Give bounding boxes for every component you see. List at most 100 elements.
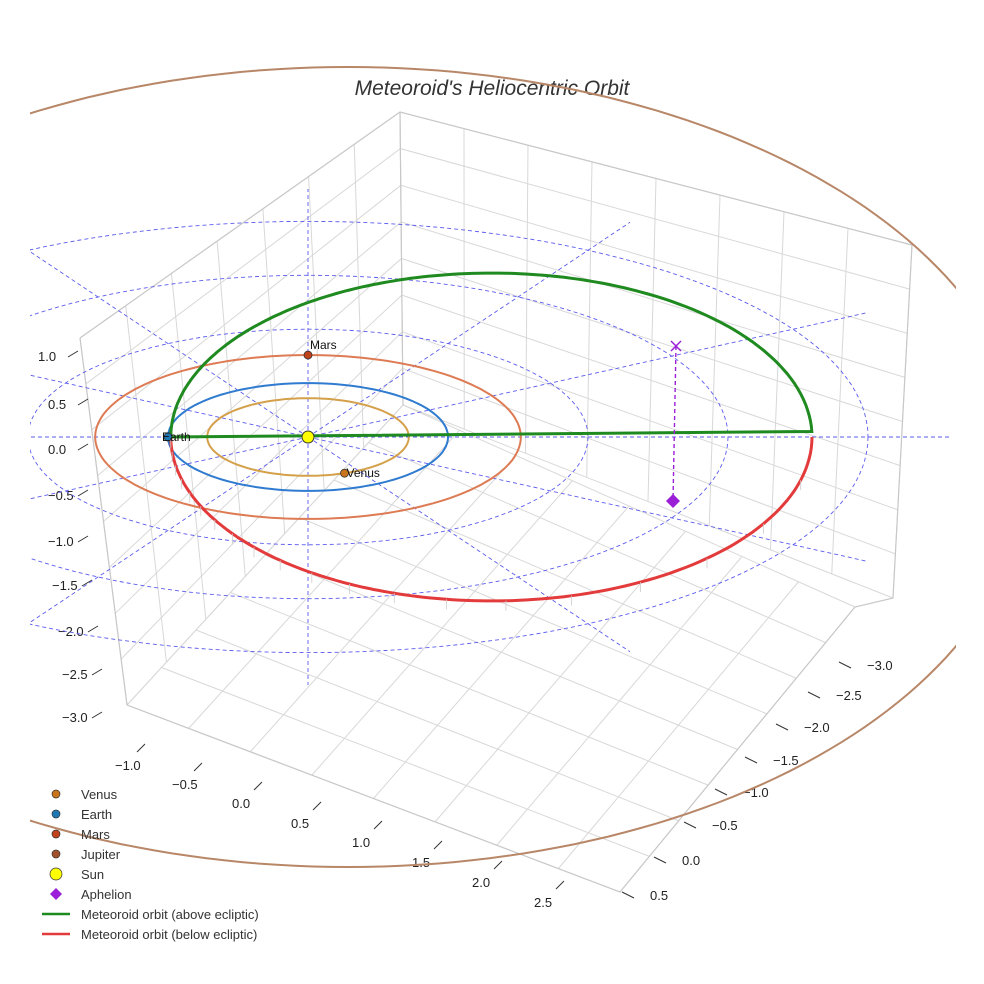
reference-spoke — [30, 251, 309, 438]
legend-label: Earth — [81, 807, 112, 822]
y-tick-mark — [744, 756, 758, 764]
aphelion-projection-marker — [670, 340, 682, 352]
y-tick-mark — [653, 856, 667, 864]
grid-line — [402, 404, 856, 608]
jupiter-orbit — [30, 65, 956, 869]
y-tick-mark — [775, 723, 789, 731]
reference-spoke — [307, 436, 866, 562]
legend-label: Venus — [81, 787, 118, 802]
z-tick-label: −3.0 — [62, 710, 88, 725]
z-tick-label: 0.0 — [48, 442, 66, 457]
legend-label: Sun — [81, 867, 104, 882]
legend-label: Meteoroid orbit (above ecliptic) — [81, 907, 259, 922]
z-tick-mark — [87, 625, 99, 633]
grid-line — [434, 530, 686, 823]
legend-label: Jupiter — [81, 847, 121, 862]
z-tick-label: 0.5 — [48, 397, 66, 412]
reference-spoke — [30, 436, 309, 500]
grid-layer — [79, 111, 913, 893]
reference-spoke — [307, 312, 866, 438]
axes-box — [399, 111, 404, 406]
x-tick-mark — [433, 840, 443, 850]
z-tick-mark — [77, 489, 89, 497]
reference-spoke — [307, 221, 631, 438]
grid-line — [496, 556, 743, 846]
z-tick-mark — [81, 579, 93, 587]
x-tick-label: 2.5 — [534, 895, 552, 910]
x-tick-label: 1.0 — [352, 835, 370, 850]
x-tick-mark — [555, 880, 565, 890]
y-tick-mark — [621, 891, 635, 899]
y-tick-label: −0.5 — [712, 818, 738, 833]
y-tick-label: −1.5 — [773, 753, 799, 768]
legend-label: Mars — [81, 827, 110, 842]
z-tick-mark — [77, 443, 89, 451]
y-tick-label: −2.5 — [836, 688, 862, 703]
z-tick-mark — [91, 711, 103, 719]
x-tick-mark — [373, 820, 383, 830]
z-tick-label: −0.5 — [48, 488, 74, 503]
x-tick-label: 0.0 — [232, 796, 250, 811]
x-tick-mark — [312, 801, 322, 811]
grid-line — [85, 148, 910, 385]
x-tick-mark — [253, 781, 263, 791]
legend-swatch — [51, 849, 61, 859]
legend-swatch — [50, 888, 62, 900]
grid-line — [557, 581, 799, 869]
z-tick-mark — [67, 350, 79, 358]
reference-spoke — [30, 374, 309, 438]
z-tick-label: −2.5 — [62, 667, 88, 682]
grid-line — [91, 184, 908, 431]
venus-label: Venus — [347, 466, 380, 480]
y-tick-mark — [714, 788, 728, 796]
legend-swatch — [51, 829, 61, 839]
legend-label: Meteoroid orbit (below ecliptic) — [81, 927, 257, 942]
z-tick-mark — [77, 535, 89, 543]
x-tick-mark — [193, 762, 203, 772]
y-tick-label: 0.5 — [650, 888, 668, 903]
y-tick-label: −3.0 — [867, 658, 893, 673]
reference-spoke — [30, 436, 309, 623]
reference-spoke — [307, 436, 631, 653]
y-tick-mark — [683, 821, 697, 829]
x-tick-mark — [136, 743, 146, 753]
x-tick-mark — [493, 860, 503, 870]
z-tick-label: −2.0 — [58, 624, 84, 639]
x-tick-label: 2.0 — [472, 875, 490, 890]
z-tick-mark — [91, 668, 103, 676]
z-tick-mark — [77, 398, 89, 406]
meteoroid-orbit-above — [169, 271, 814, 439]
legend-swatch — [49, 867, 63, 881]
mars-marker — [303, 350, 313, 360]
sun-marker — [301, 430, 315, 444]
grid-line — [264, 554, 738, 750]
z-tick-label: −1.5 — [52, 578, 78, 593]
grid-line — [368, 442, 826, 644]
mars-label: Mars — [310, 338, 337, 352]
x-tick-label: 0.5 — [291, 816, 309, 831]
z-tick-label: 1.0 — [38, 349, 56, 364]
axes-box — [79, 111, 913, 893]
x-tick-label: −0.5 — [172, 777, 198, 792]
y-tick-label: −1.0 — [743, 785, 769, 800]
chart-title: Meteoroid's Heliocentric Orbit — [355, 77, 631, 100]
y-tick-label: 0.0 — [682, 853, 700, 868]
x-tick-label: −1.0 — [115, 758, 141, 773]
legend-swatch — [51, 809, 61, 819]
y-tick-mark — [807, 691, 821, 699]
marker-layer: Venus Earth Mars — [162, 338, 682, 508]
aphelion-drop-line — [672, 345, 677, 502]
legend-swatch — [51, 789, 61, 799]
aphelion-marker — [666, 494, 680, 508]
grid-line — [114, 331, 898, 614]
grid-line — [299, 517, 768, 715]
tick-labels: 1.0 0.5 0.0 −0.5 −1.0 −1.5 −2.0 −2.5 −3.0 −1.0 −0.… — [38, 349, 893, 910]
z-tick-label: −1.0 — [48, 534, 74, 549]
y-tick-label: −2.0 — [804, 720, 830, 735]
mars-orbit — [94, 354, 522, 520]
y-tick-mark — [838, 661, 852, 669]
grid-line — [103, 257, 903, 522]
legend: Venus Earth Mars Jupiter Sun Aphelion Meteoroi… — [42, 787, 259, 942]
venus-marker — [340, 468, 349, 478]
